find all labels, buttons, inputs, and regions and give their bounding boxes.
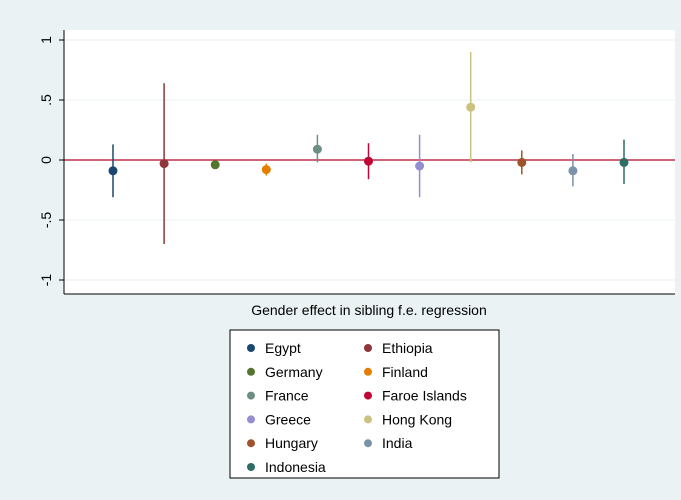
point-estimate <box>466 102 476 112</box>
point-estimate <box>159 159 169 169</box>
y-tick-label: 1 <box>38 36 54 44</box>
grid-lines <box>64 39 675 281</box>
legend-label: Germany <box>265 364 323 380</box>
legend-marker <box>364 344 372 352</box>
legend-box <box>229 329 500 479</box>
legend-marker <box>364 367 372 376</box>
legend-marker <box>364 391 372 400</box>
point-estimate <box>312 144 322 154</box>
legend-label: Hong Kong <box>382 411 452 427</box>
point-estimate <box>210 160 220 170</box>
legend-marker <box>364 439 372 448</box>
y-tick-label: -.5 <box>38 212 54 229</box>
legend-label: Greece <box>265 411 311 427</box>
point-estimate <box>261 165 271 175</box>
point-estimate <box>568 166 578 176</box>
x-axis-label: Gender effect in sibling f.e. regression <box>251 302 487 318</box>
legend-label: Faroe Islands <box>382 388 467 404</box>
point-estimate <box>108 166 118 176</box>
legend-marker <box>247 463 255 471</box>
point-estimate <box>415 161 425 171</box>
legend-label: India <box>382 435 413 451</box>
y-tick-label: .5 <box>38 94 54 106</box>
legend-label: Ethiopia <box>382 340 433 356</box>
legend: Egypt Ethiopia Germany Finland France Faroe I… <box>247 340 467 475</box>
legend-marker <box>247 439 255 448</box>
legend-marker <box>247 367 255 376</box>
y-tick-label: -1 <box>38 274 54 287</box>
legend-label: France <box>265 388 309 404</box>
legend-marker <box>247 415 255 424</box>
legend-label: Egypt <box>265 340 301 356</box>
legend-marker <box>364 415 372 424</box>
legend-label: Indonesia <box>265 459 326 475</box>
y-axis: 1 .5 0 -.5 -1 <box>38 30 675 295</box>
point-estimate <box>619 157 629 167</box>
legend-marker <box>247 391 255 400</box>
legend-label: Hungary <box>265 435 318 451</box>
legend-marker <box>247 344 255 352</box>
point-estimate <box>517 157 527 167</box>
legend-label: Finland <box>382 364 428 380</box>
point-estimate <box>364 156 373 166</box>
chart-marks <box>108 52 629 244</box>
y-tick-label: 0 <box>38 156 54 164</box>
